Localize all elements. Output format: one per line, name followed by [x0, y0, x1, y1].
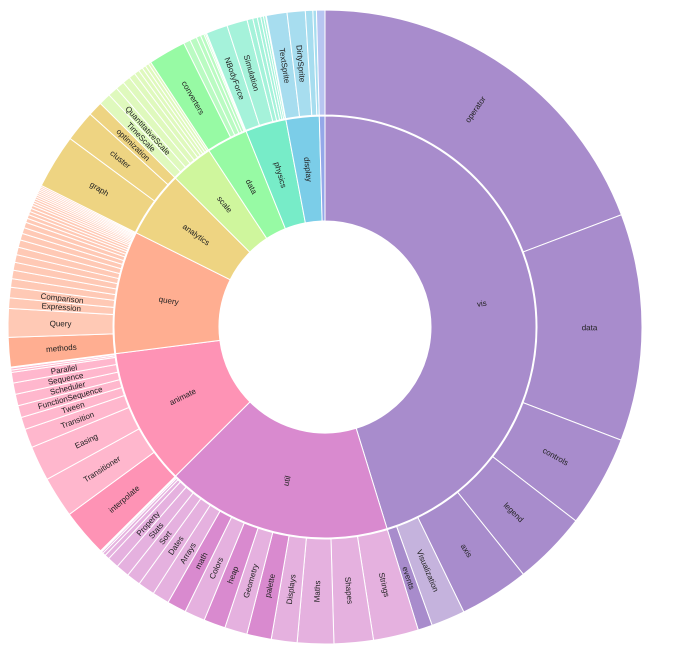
sunburst-arcs [7, 9, 643, 645]
segment-vis[interactable] [324, 115, 537, 530]
segment-util[interactable] [174, 401, 388, 539]
segment-flex-flare-vis[interactable] [315, 9, 326, 116]
segment-flex[interactable] [318, 115, 326, 222]
segment-vis-data[interactable] [522, 214, 643, 441]
